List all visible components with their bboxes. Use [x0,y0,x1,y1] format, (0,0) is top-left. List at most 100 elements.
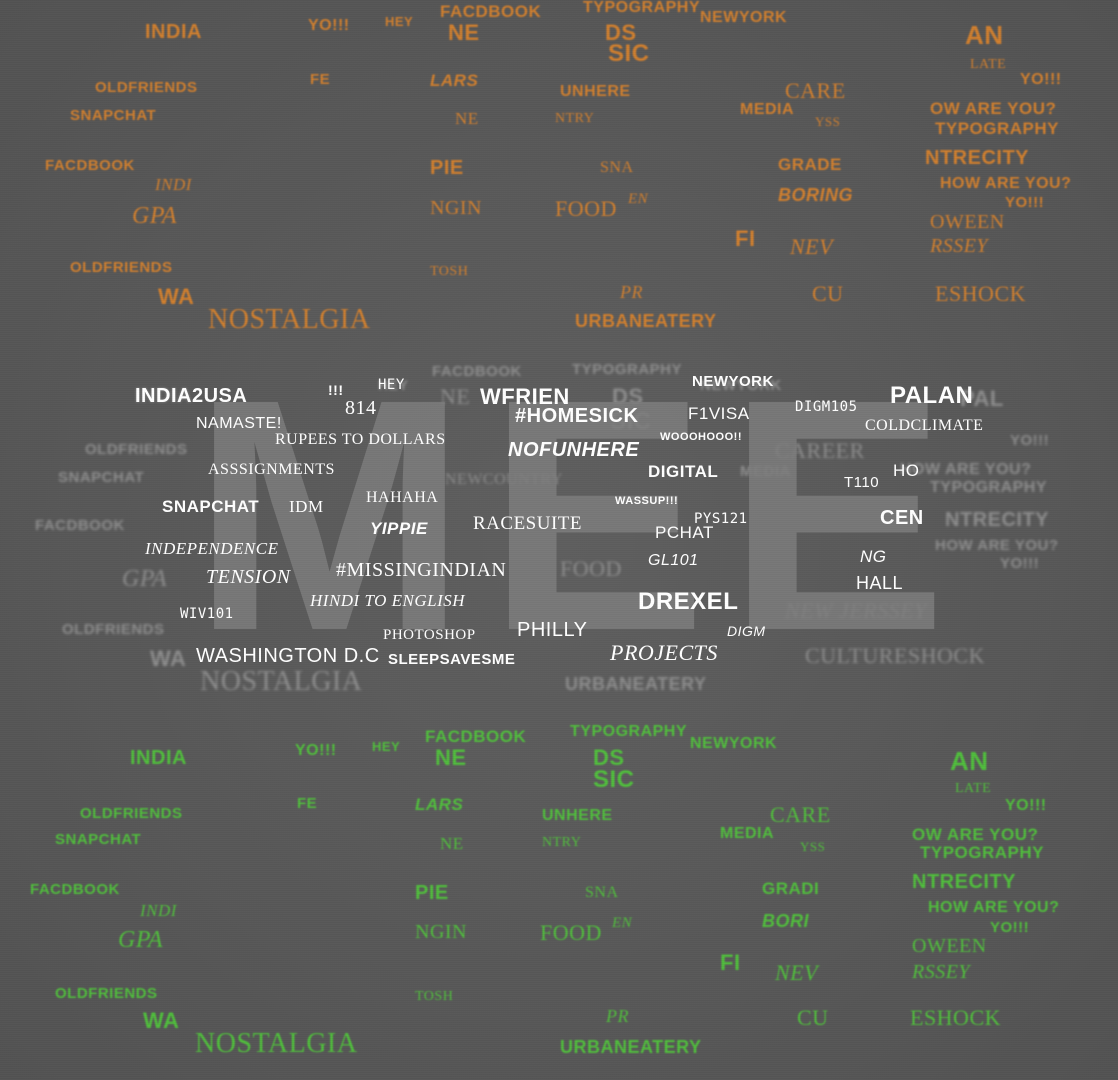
word-how-are-you: HOW ARE YOU? [900,461,1032,478]
word-urbaneatery: URBANEATERY [560,1037,702,1057]
word-typography: TYPOGRAPHY [920,843,1045,862]
word-homesick: #HOMESICK [515,405,639,427]
word-oldfriends: OLDFRIENDS [80,805,183,822]
word-ds: DS [612,384,644,409]
word-wa: WA [150,646,187,671]
word-lars: LARS [430,71,479,90]
word-hey: HEY [378,377,409,393]
word-wa: WA [158,284,195,309]
word-ne: NE [448,20,480,45]
word-yo: YO!!! [308,17,350,34]
word-ne: NE [440,834,464,853]
word-late: LATE [955,781,992,796]
word-ne: NE [455,109,479,128]
word-hindi-to-english: HINDI TO ENGLISH [310,591,466,610]
word-bori: BORI [762,911,809,931]
word-yo: YO!!! [1010,432,1050,449]
word-en: EN [628,191,649,207]
word-pr: PR [606,1006,629,1026]
word-yo: YO!!! [1000,555,1040,572]
word-how-are-you: HOW ARE YOU? [940,175,1072,192]
word-nostalgia: NOSTALGIA [200,666,363,697]
word-pr: PR [620,282,643,302]
word-snapchat: SNAPCHAT [70,107,157,124]
word-ne: NE [440,384,471,409]
word-indi: INDI [155,175,192,194]
word-new-jerssey: NEW JERSSEY [785,598,927,623]
word-palan: PALAN [890,382,974,409]
word-cu: CU [797,1005,829,1030]
word-snapchat: SNAPCHAT [162,497,260,516]
word-facdbook: FACDBOOK [35,517,125,534]
word-facdbook: FACDBOOK [432,363,522,380]
word-newyork: NEWYORK [690,735,778,752]
word-india: INDIA [145,21,202,43]
word-care: CARE [785,78,846,103]
word-care: CARE [770,802,831,827]
word-hey: HEY [378,377,405,393]
word-facdbook: FACDBOOK [45,157,135,174]
word-hall: HALL [856,573,904,593]
word-pal: PAL [960,386,1004,411]
word-india2usa: INDIA2USA [135,385,248,407]
word-oldfriends: OLDFRIENDS [55,985,158,1002]
word-pie: PIE [415,882,449,904]
word-eshock: ESHOCK [910,1005,1002,1030]
word-gradi: GRADI [762,879,820,898]
word-ntrecity: NTRECITY [912,871,1016,893]
word-fe: FE [297,795,318,812]
word-rssey: RSSEY [930,235,989,257]
word-an: AN [965,20,1004,50]
word-oween: OWEEN [930,211,1005,233]
word-newcountry: NEWCOUNTRY [445,471,563,488]
word-how-are-you: HOW ARE YOU? [928,899,1060,916]
word-urbaneatery: URBANEATERY [565,674,707,694]
word-sic: SIC [610,408,652,435]
word-ntry: NTRY [555,111,595,126]
word-digital: DIGITAL [648,462,719,481]
word-hey: HEY [372,739,401,754]
word-ds: DS [593,745,625,770]
word-indi: INDI [140,901,177,920]
word-yo: YO!!! [990,919,1030,936]
word-gpa: GPA [122,566,168,592]
word-career: CAREER [775,438,865,463]
word-oldfriends: OLDFRIENDS [70,259,173,276]
word-yippie: YIPPIE [370,519,428,538]
word-sleepsavesme: SLEEPSAVESME [388,651,516,668]
word-media: MEDIA [740,101,795,118]
word-typography: TYPOGRAPHY [583,0,701,16]
word-rupees-to-dollars: RUPEES TO DOLLARS [275,431,446,448]
word-media: MEDIA [740,463,791,480]
word-facdbook: FACDBOOK [440,2,542,21]
word-typography: TYPOGRAPHY [930,479,1048,496]
word-yss: YSS [800,839,826,854]
word-nev: NEV [775,960,819,985]
word-newyork: NEWYORK [700,9,788,26]
word-food: FOOD [555,196,617,221]
word-tension: TENSION [206,566,291,588]
word-lars: LARS [415,795,464,814]
word-ds: DS [605,20,637,45]
word-oldfriends: OLDFRIENDS [95,79,198,96]
word-wiv101: WIV101 [180,606,234,622]
word-cen: CEN [880,507,924,529]
word-yo: YO!!! [1005,797,1047,814]
word-boring: BORING [778,185,853,205]
word-idm: IDM [289,497,324,516]
word-wa: WA [143,1008,180,1033]
word-typography: TYPOGRAPHY [570,723,688,740]
word-missingindian: #MISSINGINDIAN [336,559,507,581]
word-washington-d-c: WASHINGTON D.C [196,645,380,667]
word-facdbook: FACDBOOK [425,727,527,746]
word-wassup: WASSUP!!! [615,495,679,507]
word-india: INDIA [130,747,187,769]
word-hey: HEY [385,14,414,29]
word-nostalgia: NOSTALGIA [208,304,371,335]
word-racesuite: RACESUITE [473,513,582,534]
word-ngin: NGIN [430,197,482,219]
